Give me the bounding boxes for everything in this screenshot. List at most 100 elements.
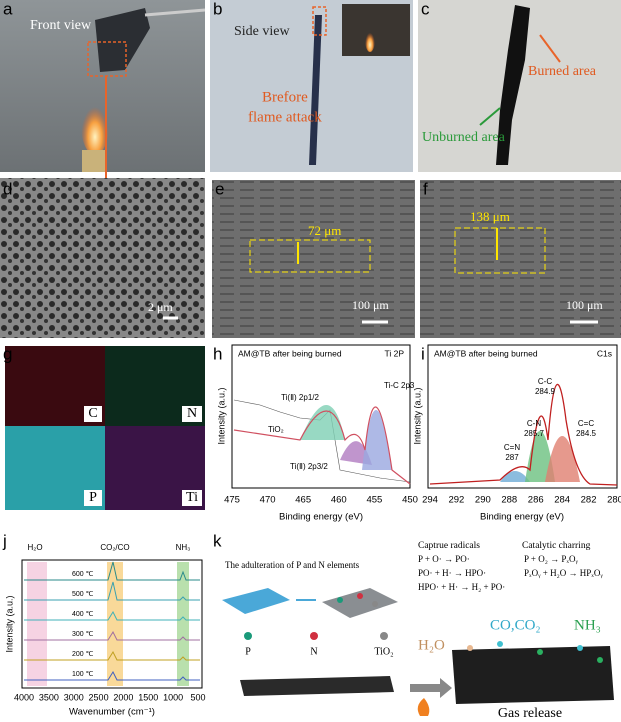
panel-label: e: [215, 179, 224, 198]
gas-label: H₂O: [418, 637, 445, 653]
gas-label: NH₃: [574, 617, 601, 633]
annotation: Unburned area: [422, 130, 506, 145]
x-tick-label: 294: [422, 495, 438, 506]
gas: [597, 657, 603, 663]
peak-label: TiO₂: [268, 425, 284, 434]
spectrum: [24, 561, 200, 581]
x-tick-label: 1000: [163, 692, 183, 702]
char-stack: [452, 646, 614, 704]
band: [107, 562, 123, 686]
panel-label: d: [3, 179, 12, 198]
legend-dot: [310, 632, 318, 640]
chart-title: AM@TB after being burned: [238, 348, 342, 358]
x-tick-label: 460: [331, 495, 347, 506]
spectrum: [24, 610, 200, 621]
x-tick-label: 3500: [39, 692, 59, 702]
temp-label: 100 ℃: [72, 671, 94, 678]
sem-d: [0, 178, 205, 338]
fit-envelope: [429, 383, 618, 486]
measure-label: 72 μm: [308, 223, 341, 238]
spectrum: [24, 650, 200, 661]
reaction: HPO· + H· → H₂ + PO·: [418, 582, 505, 592]
band-label: CO₂/CO: [100, 543, 129, 552]
sem-f: [420, 180, 621, 338]
zoom-box: [312, 6, 327, 36]
peak-label: 284.5: [576, 429, 597, 438]
axis-label: Binding energy (eV): [279, 512, 363, 523]
reaction: PO· + H· → HPO·: [418, 568, 486, 578]
peak-label: 284.9: [535, 387, 556, 396]
x-tick-label: 282: [581, 495, 597, 506]
caption: Gas release: [498, 706, 562, 721]
x-tick-label: 475: [224, 495, 240, 506]
spectrum: [24, 581, 200, 601]
x-tick-label: 280: [607, 495, 621, 506]
chart-title: AM@TB after being burned: [434, 348, 538, 358]
x-tick-label: 288: [501, 495, 517, 506]
temp-label: 300 ℃: [72, 631, 94, 638]
chart-tag: C1s: [597, 348, 612, 358]
x-tick-label: 4000: [14, 692, 34, 702]
temp-label: 200 ℃: [72, 651, 94, 658]
panel-label: j: [2, 531, 7, 550]
sem-e: [212, 180, 415, 338]
measure-box: [454, 227, 546, 274]
element-tag: C: [88, 406, 97, 421]
char-stack: [240, 676, 394, 696]
flame: [81, 95, 109, 155]
annotation: Burned area: [528, 64, 597, 79]
scale-label: 2 μm: [148, 300, 173, 314]
peak-fit: [300, 405, 345, 440]
peak-label: C=N: [504, 443, 520, 452]
x-tick-label: 2000: [113, 692, 133, 702]
x-tick-label: 2500: [89, 692, 109, 702]
gas: [467, 645, 473, 651]
legend-label: P: [245, 646, 251, 657]
element-tag: P: [89, 490, 97, 505]
dot: [337, 597, 343, 603]
scale-label: 100 μm: [352, 298, 389, 312]
measure-box: [249, 239, 371, 273]
legend-dot: [244, 632, 252, 640]
view-label: Front view: [30, 18, 92, 33]
panel-label: b: [213, 0, 222, 18]
panel-label: c: [421, 0, 430, 18]
dot: [372, 601, 378, 607]
x-tick-label: 470: [260, 495, 276, 506]
reaction: P + O· → PO·: [418, 554, 470, 564]
measure-label: 138 μm: [470, 209, 510, 224]
panel-label: i: [421, 344, 425, 363]
axis-label: Intensity (a.u.): [412, 387, 422, 444]
x-tick-label: 292: [448, 495, 464, 506]
axis-label: Binding energy (eV): [480, 512, 564, 523]
axis-label: Intensity (a.u.): [216, 387, 226, 444]
arrow: [539, 34, 561, 63]
frame-j: [21, 559, 203, 689]
burner: [82, 150, 106, 172]
frame-h: [231, 344, 411, 489]
peak-fit: [362, 410, 392, 470]
inset-photo: [342, 4, 410, 56]
x-tick-label: 286: [528, 495, 544, 506]
tweezer: [144, 8, 206, 17]
band-label: NH₃: [176, 543, 191, 552]
panel-label: f: [423, 179, 428, 198]
sheet: [222, 588, 290, 614]
peak-label: C=C: [578, 419, 594, 428]
fit-envelope: [233, 406, 411, 485]
caption: Captrue radicals: [418, 541, 480, 551]
panel-label: a: [3, 0, 13, 18]
annotation: Brefore: [262, 89, 308, 105]
element-tag: Ti: [186, 490, 198, 505]
x-tick-label: 455: [366, 495, 382, 506]
legend-label: TiO₂: [374, 646, 393, 657]
arrow: [479, 107, 501, 126]
band: [177, 562, 189, 686]
scale-label: 100 μm: [566, 298, 603, 312]
x-tick-label: 3000: [64, 692, 84, 702]
gas: [497, 641, 503, 647]
peak-label: Ti-C 2p3: [384, 381, 415, 390]
peak-label: 287: [505, 453, 519, 462]
gas: [537, 649, 543, 655]
